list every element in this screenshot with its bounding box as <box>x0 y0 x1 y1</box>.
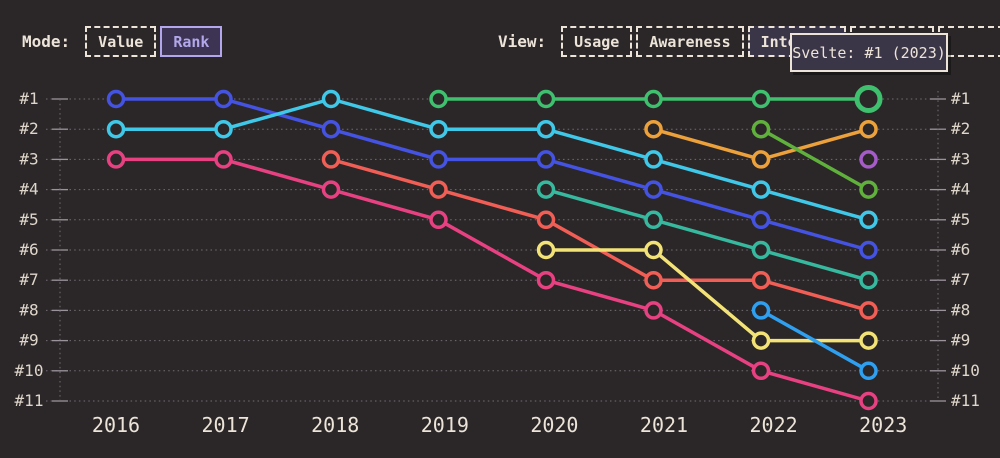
rank-label-left: #9 <box>19 331 38 350</box>
series-line-series-salmon <box>329 157 871 313</box>
data-point-marker[interactable] <box>321 89 341 109</box>
data-point-marker[interactable] <box>859 391 878 411</box>
rank-label-right: #8 <box>951 300 970 319</box>
data-point-marker[interactable] <box>859 119 878 139</box>
data-point-marker[interactable] <box>751 301 771 320</box>
data-point-marker[interactable] <box>859 240 878 260</box>
data-point-marker[interactable] <box>644 89 663 109</box>
rank-label-right: #6 <box>951 240 970 259</box>
series-line-series-dodger <box>759 308 871 373</box>
data-point-marker[interactable] <box>536 210 556 230</box>
year-label: 2016 <box>92 413 140 437</box>
data-point-marker[interactable] <box>429 180 448 199</box>
series-line-series-olive <box>759 127 871 192</box>
data-point-marker[interactable] <box>536 240 556 260</box>
data-point-marker[interactable] <box>106 119 126 139</box>
rank-label-right: #4 <box>951 180 970 199</box>
year-label: 2019 <box>421 413 469 437</box>
series-line-series-teal <box>544 187 871 282</box>
data-point-marker[interactable] <box>751 89 771 109</box>
view-label: View: <box>498 32 547 51</box>
rank-label-right: #5 <box>951 210 970 229</box>
data-point-marker[interactable] <box>751 331 771 350</box>
data-point-marker[interactable] <box>859 150 878 169</box>
rank-label-right: #11 <box>951 391 980 410</box>
view-awareness-button[interactable]: Awareness <box>636 26 744 57</box>
highlighted-data-point-marker[interactable] <box>854 85 883 113</box>
year-label: 2021 <box>640 413 688 437</box>
mode-label: Mode: <box>22 32 71 51</box>
data-point-marker[interactable] <box>536 180 556 199</box>
rank-label-left: #8 <box>19 300 38 319</box>
data-point-marker[interactable] <box>859 270 878 290</box>
mode-rank-button[interactable]: Rank <box>160 26 223 57</box>
data-point-marker[interactable] <box>751 150 771 169</box>
data-point-marker[interactable] <box>751 240 771 260</box>
data-point-marker[interactable] <box>751 180 771 199</box>
data-point-marker[interactable] <box>859 331 878 350</box>
data-point-marker[interactable] <box>751 361 771 381</box>
rank-label-left: #1 <box>19 89 38 108</box>
data-point-marker[interactable] <box>751 210 771 230</box>
year-label: 2017 <box>202 413 250 437</box>
mode-value-button[interactable]: Value <box>85 26 157 57</box>
data-point-marker[interactable] <box>429 89 448 109</box>
data-point-marker[interactable] <box>536 270 556 290</box>
rank-tooltip: Svelte: #1 (2023) <box>790 33 948 72</box>
series-line-series-pink <box>114 157 871 403</box>
data-point-marker[interactable] <box>859 180 878 199</box>
data-point-marker[interactable] <box>644 301 663 320</box>
rank-label-left: #4 <box>19 180 38 199</box>
rank-label-right: #7 <box>951 270 970 289</box>
data-point-marker[interactable] <box>536 150 556 169</box>
data-point-marker[interactable] <box>751 119 771 139</box>
rank-label-left: #2 <box>19 119 38 138</box>
data-point-marker[interactable] <box>536 89 556 109</box>
data-point-marker[interactable] <box>644 210 663 230</box>
data-point-marker[interactable] <box>429 210 448 230</box>
data-point-marker[interactable] <box>644 240 663 260</box>
data-point-marker[interactable] <box>859 210 878 230</box>
view-usage-button[interactable]: Usage <box>561 26 633 57</box>
rank-label-left: #5 <box>19 210 38 229</box>
rank-label-right: #3 <box>951 149 970 168</box>
data-point-marker[interactable] <box>429 119 448 139</box>
data-point-marker[interactable] <box>859 361 878 381</box>
data-point-marker[interactable] <box>644 150 663 169</box>
data-point-marker[interactable] <box>321 150 341 169</box>
data-point-marker[interactable] <box>214 119 233 139</box>
rank-label-right: #1 <box>951 89 970 108</box>
data-point-marker[interactable] <box>214 150 233 169</box>
data-point-marker[interactable] <box>644 180 663 199</box>
rank-label-left: #11 <box>15 391 44 410</box>
rank-label-left: #6 <box>19 240 38 259</box>
data-point-marker[interactable] <box>751 270 771 290</box>
mode-control-group: Mode: Value Rank <box>22 26 223 57</box>
rank-label-right: #10 <box>951 361 980 380</box>
rank-label-left: #7 <box>19 270 38 289</box>
data-point-marker[interactable] <box>321 180 341 199</box>
data-point-marker[interactable] <box>214 89 233 109</box>
year-label: 2023 <box>859 413 907 437</box>
year-label: 2022 <box>750 413 798 437</box>
rank-label-left: #3 <box>19 149 38 168</box>
series-line-series-cyan <box>114 97 871 222</box>
data-point-marker[interactable] <box>321 119 341 139</box>
data-point-marker[interactable] <box>106 89 126 109</box>
rank-label-right: #9 <box>951 331 970 350</box>
data-point-marker[interactable] <box>644 270 663 290</box>
year-label: 2018 <box>311 413 359 437</box>
data-point-marker[interactable] <box>536 119 556 139</box>
rank-label-left: #10 <box>15 361 44 380</box>
series-line-series-blue <box>114 97 871 252</box>
data-point-marker[interactable] <box>859 301 878 320</box>
data-point-marker[interactable] <box>644 119 663 139</box>
data-point-marker[interactable] <box>106 150 126 169</box>
data-point-marker[interactable] <box>429 150 448 169</box>
rank-label-right: #2 <box>951 119 970 138</box>
year-label: 2020 <box>530 413 578 437</box>
